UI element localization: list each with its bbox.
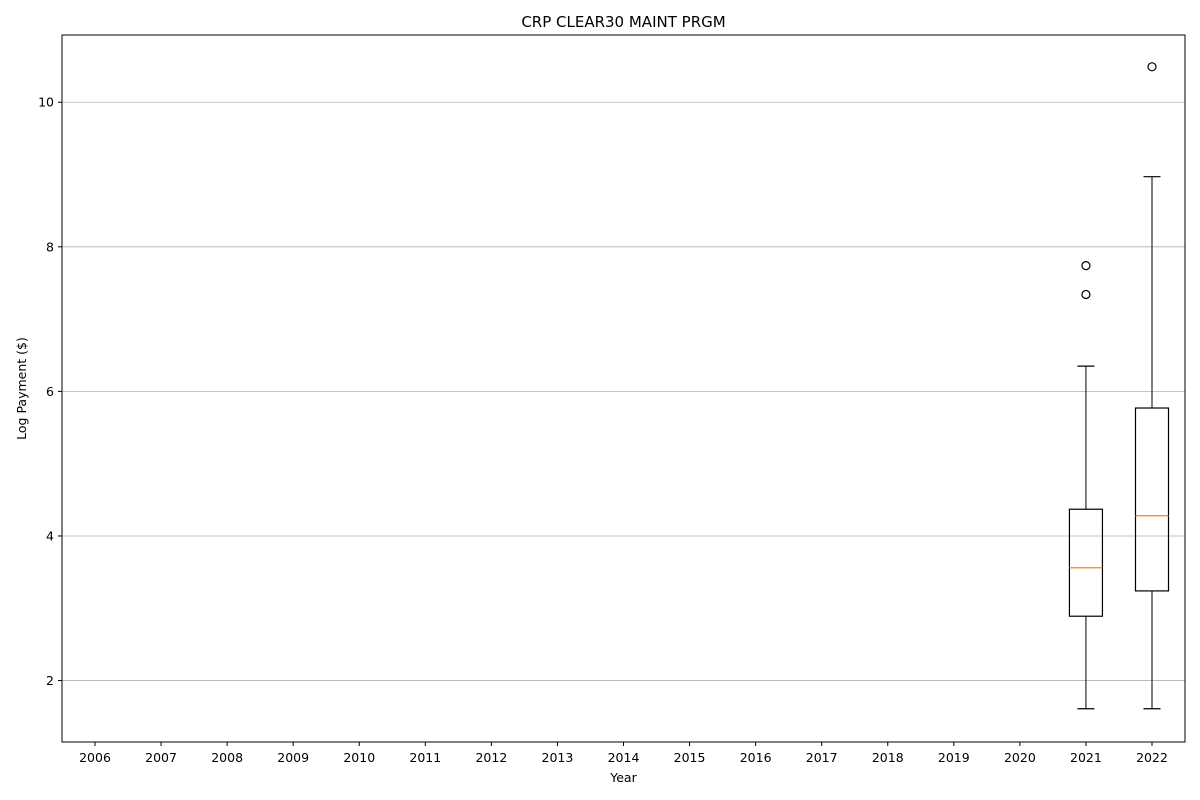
plot-area-frame xyxy=(61,34,1186,743)
box-series xyxy=(1068,62,1170,710)
gridlines xyxy=(62,101,1185,681)
box-iqr xyxy=(1068,508,1104,617)
y-tick-label: 10 xyxy=(38,95,54,110)
x-axis-label: Year xyxy=(609,770,637,785)
x-tick-label: 2013 xyxy=(542,750,574,765)
x-tick-label: 2012 xyxy=(475,750,507,765)
x-tick-label: 2018 xyxy=(872,750,904,765)
x-tick-label: 2008 xyxy=(211,750,243,765)
outlier-point xyxy=(1147,62,1157,72)
chart-title: CRP CLEAR30 MAINT PRGM xyxy=(521,13,725,31)
x-tick-label: 2014 xyxy=(608,750,640,765)
outlier-point xyxy=(1081,261,1091,271)
x-tick-label: 2009 xyxy=(277,750,309,765)
y-axis-ticks: 2 4 6 8 10 xyxy=(38,95,62,688)
x-tick-label: 2016 xyxy=(740,750,772,765)
x-axis-ticks: 2006 2007 2008 2009 2010 2011 2012 2013 2014 2015… xyxy=(79,742,1168,765)
x-tick-label: 2011 xyxy=(409,750,441,765)
x-tick-label: 2020 xyxy=(1004,750,1036,765)
x-tick-label: 2015 xyxy=(674,750,706,765)
x-tick-label: 2006 xyxy=(79,750,111,765)
box-iqr xyxy=(1134,407,1170,592)
y-tick-label: 4 xyxy=(46,528,54,543)
y-tick-label: 6 xyxy=(46,384,54,399)
y-tick-label: 8 xyxy=(46,239,54,254)
y-tick-label: 2 xyxy=(46,673,54,688)
x-tick-label: 2017 xyxy=(806,750,838,765)
x-tick-label: 2021 xyxy=(1070,750,1102,765)
x-tick-label: 2010 xyxy=(343,750,375,765)
x-tick-label: 2019 xyxy=(938,750,970,765)
outlier-point xyxy=(1081,289,1091,300)
y-axis-label: Log Payment ($) xyxy=(14,337,29,440)
x-tick-label: 2022 xyxy=(1136,750,1168,765)
x-tick-label: 2007 xyxy=(145,750,177,765)
